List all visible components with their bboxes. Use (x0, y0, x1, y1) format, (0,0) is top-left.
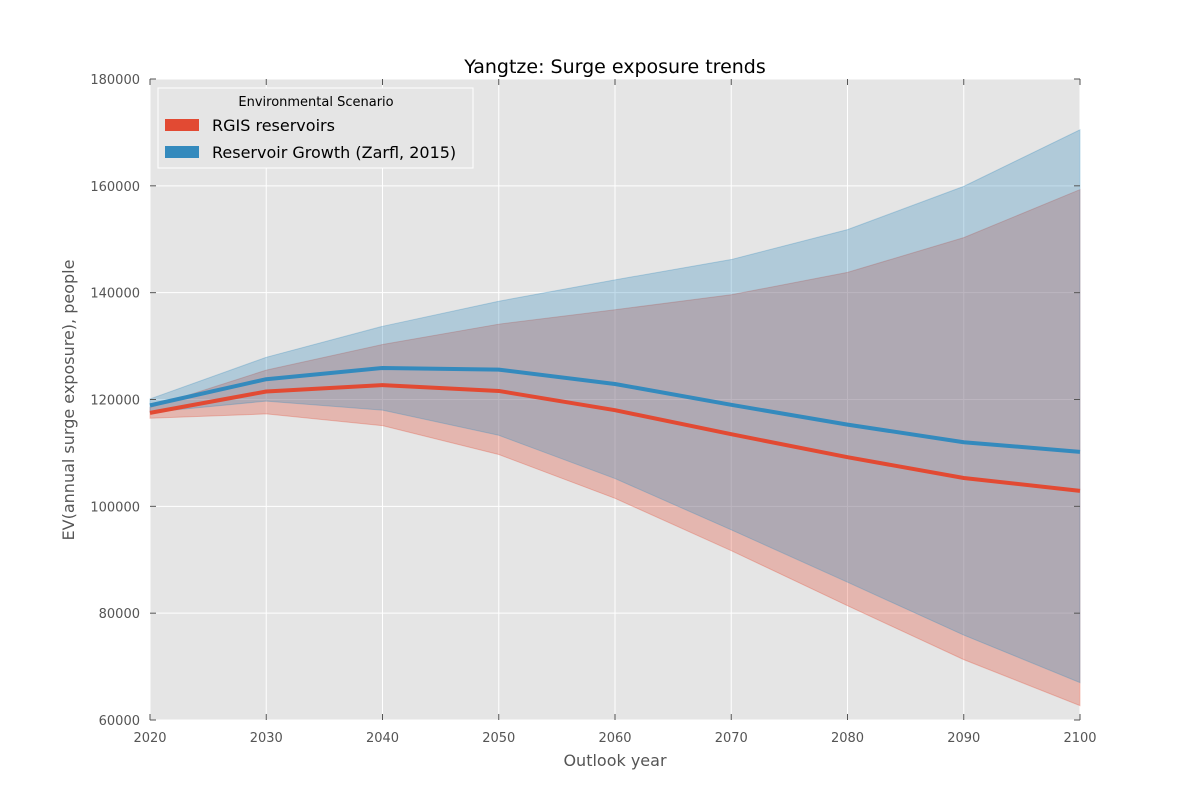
legend-frame (157, 87, 474, 169)
x-tick-label: 2070 (715, 731, 748, 746)
x-tick-label: 2050 (482, 731, 515, 746)
x-axis-label: Outlook year (563, 751, 667, 770)
y-tick-label: 120000 (90, 394, 140, 409)
x-tick-label: 2100 (1063, 731, 1096, 746)
y-tick-label: 100000 (90, 500, 140, 515)
axis-ticks: 2020 2030 2040 2050 2060 2070 2080 2090 2100 6000… (90, 73, 1096, 746)
y-tick-label: 180000 (90, 73, 140, 88)
uncertainty-bands (149, 128, 1081, 707)
y-tick-label: 160000 (90, 180, 140, 195)
x-tick-label: 2060 (598, 731, 631, 746)
y-axis-label: EV(annual surge exposure), people (59, 260, 78, 541)
legend-title: Environmental Scenario (238, 95, 393, 110)
series-line-1 (149, 365, 1081, 454)
series-line-0 (149, 383, 1081, 493)
x-tick-label: 2040 (366, 731, 399, 746)
legend-label-rgis: RGIS reservoirs (212, 116, 335, 135)
y-tick-label: 60000 (99, 714, 140, 729)
y-tick-label: 80000 (99, 607, 140, 622)
band-1 (149, 128, 1081, 684)
y-tick-label: 140000 (90, 287, 140, 302)
chart-title: Yangtze: Surge exposure trends (463, 56, 766, 78)
x-tick-label: 2030 (250, 731, 283, 746)
legend-swatch-rgis (165, 119, 199, 131)
legend-label-zarfl: Reservoir Growth (Zarfl, 2015) (212, 143, 456, 162)
legend-swatch-zarfl (165, 146, 199, 158)
x-tick-label: 2080 (831, 731, 864, 746)
x-tick-label: 2020 (133, 731, 166, 746)
band-0 (149, 188, 1081, 707)
x-tick-label: 2090 (947, 731, 980, 746)
series-lines (149, 365, 1081, 493)
legend: Environmental Scenario RGIS reservoirs R… (157, 87, 474, 169)
